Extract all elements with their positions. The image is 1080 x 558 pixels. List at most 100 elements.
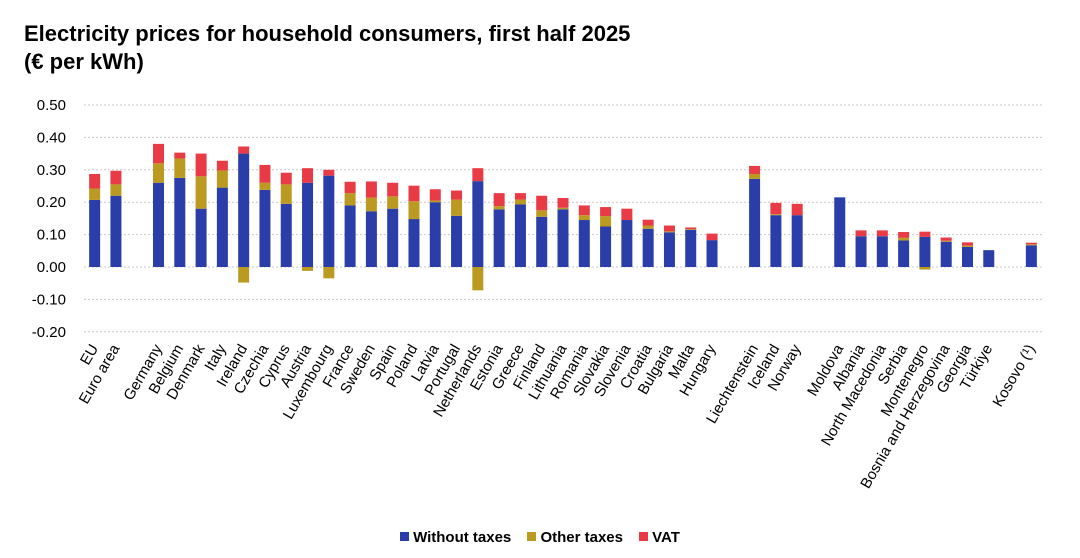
bar-segment-without-taxes xyxy=(919,236,931,267)
bar-segment-without-taxes xyxy=(408,219,420,267)
bar-segment-without-taxes xyxy=(259,189,271,267)
bar-segment-vat xyxy=(302,168,314,183)
bar-segment-vat xyxy=(961,242,973,246)
bar-segment-without-taxes xyxy=(685,229,697,267)
bar-segment-without-taxes xyxy=(195,208,207,267)
bar-segment-without-taxes xyxy=(855,236,867,267)
bar-segment-vat xyxy=(89,174,101,189)
y-tick-label: 0.40 xyxy=(37,129,66,146)
bar-segment-vat xyxy=(898,232,910,238)
legend-label-without-taxes: Without taxes xyxy=(413,529,512,546)
legend-item-vat: VAT xyxy=(639,529,680,546)
bar-segment-other-taxes xyxy=(238,267,250,283)
bar-segment-without-taxes xyxy=(365,211,377,267)
bar-segment-other-taxes xyxy=(557,207,569,210)
bar-segment-without-taxes xyxy=(898,240,910,267)
bar-segment-without-taxes xyxy=(876,236,888,267)
bar-segment-vat xyxy=(365,181,377,198)
legend-swatch-other-taxes xyxy=(527,532,537,541)
bar-segment-other-taxes xyxy=(770,214,782,216)
bar-segment-other-taxes xyxy=(153,163,165,183)
y-tick-label: 0.10 xyxy=(37,227,66,244)
bar-segment-other-taxes xyxy=(472,267,484,291)
bar-segment-without-taxes xyxy=(621,220,633,267)
bar-segment-other-taxes xyxy=(685,229,697,230)
bar-segment-other-taxes xyxy=(536,210,548,217)
bar-segment-vat xyxy=(493,193,505,207)
bar-segment-without-taxes xyxy=(663,232,675,267)
bar-segment-without-taxes xyxy=(216,187,228,267)
bar-segment-without-taxes xyxy=(834,197,846,267)
bar-segment-other-taxes xyxy=(89,188,101,200)
bar-segment-without-taxes xyxy=(791,215,803,267)
bar-segment-vat xyxy=(663,225,675,232)
bar-segment-vat xyxy=(706,233,718,241)
bar-segment-other-taxes xyxy=(280,184,292,204)
bar-segment-other-taxes xyxy=(663,231,675,233)
bar-segment-other-taxes xyxy=(898,237,910,241)
bar-segment-without-taxes xyxy=(344,205,356,267)
bar-segment-vat xyxy=(749,165,761,175)
legend-item-other-taxes: Other taxes xyxy=(527,529,623,546)
bar-segment-other-taxes xyxy=(302,267,314,271)
bar-segment-other-taxes xyxy=(365,197,377,212)
y-tick-label: 0.30 xyxy=(37,162,66,179)
bar-segment-other-taxes xyxy=(961,245,973,247)
bar-segment-without-taxes xyxy=(153,182,165,267)
bar-segment-other-taxes xyxy=(110,184,122,196)
bar-segment-vat xyxy=(195,153,207,177)
bar-segment-other-taxes xyxy=(578,215,590,221)
bar-segment-without-taxes xyxy=(387,208,399,267)
bar-segment-without-taxes xyxy=(642,228,654,267)
bar-segment-vat xyxy=(1025,242,1037,245)
bar-segment-vat xyxy=(791,203,803,216)
bar-segment-other-taxes xyxy=(174,158,186,178)
bar-segment-without-taxes xyxy=(514,204,526,267)
bar-segment-other-taxes xyxy=(195,176,207,209)
bar-segment-vat xyxy=(919,231,931,237)
bar-segment-without-taxes xyxy=(961,246,973,267)
chart-subtitle: (€ per kWh) xyxy=(24,49,144,74)
bar-segment-vat xyxy=(536,195,548,211)
bar-segment-other-taxes xyxy=(451,199,463,216)
bar-segment-without-taxes xyxy=(493,209,505,267)
y-tick-label: 0.20 xyxy=(37,194,66,211)
y-tick-label: -0.10 xyxy=(32,291,66,308)
bar-segment-without-taxes xyxy=(600,226,612,267)
bar-segment-other-taxes xyxy=(323,267,335,279)
bar-segment-other-taxes xyxy=(940,240,952,242)
bar-segment-without-taxes xyxy=(302,182,314,267)
bar-segment-vat xyxy=(770,202,782,215)
bar-segment-without-taxes xyxy=(451,215,463,267)
y-tick-label: 0.50 xyxy=(37,97,66,114)
bar-segment-vat xyxy=(621,208,633,221)
bar-segment-vat xyxy=(344,181,356,194)
bar-segment-without-taxes xyxy=(578,220,590,267)
bar-segment-other-taxes xyxy=(387,196,399,209)
bar-segment-vat xyxy=(557,197,569,208)
legend-label-other-taxes: Other taxes xyxy=(540,529,623,546)
bar-segment-vat xyxy=(323,169,335,176)
y-tick-label: 0.00 xyxy=(37,259,66,276)
bar-segment-other-taxes xyxy=(408,201,420,220)
bar-segment-vat xyxy=(642,219,654,226)
x-tick-label: Kosovo (¹) xyxy=(990,341,1039,409)
bar-segment-vat xyxy=(429,189,441,201)
bar-segment-vat xyxy=(238,146,250,154)
bar-segment-without-taxes xyxy=(557,209,569,267)
bar-segment-other-taxes xyxy=(429,200,441,203)
chart-title-block: Electricity prices for household consume… xyxy=(24,20,630,76)
bar-segment-without-taxes xyxy=(706,240,718,267)
chart-legend: Without taxes Other taxes VAT xyxy=(0,529,1080,546)
bar-segment-without-taxes xyxy=(238,153,250,267)
bar-segment-without-taxes xyxy=(174,177,186,267)
chart-title: Electricity prices for household consume… xyxy=(24,21,631,46)
y-tick-label: -0.20 xyxy=(32,324,66,341)
bar-segment-vat xyxy=(153,143,165,164)
bar-segment-without-taxes xyxy=(1025,245,1037,267)
bar-segment-vat xyxy=(174,152,186,159)
bar-segment-vat xyxy=(600,207,612,217)
bar-segment-vat xyxy=(876,230,888,237)
bar-segment-vat xyxy=(451,190,463,200)
